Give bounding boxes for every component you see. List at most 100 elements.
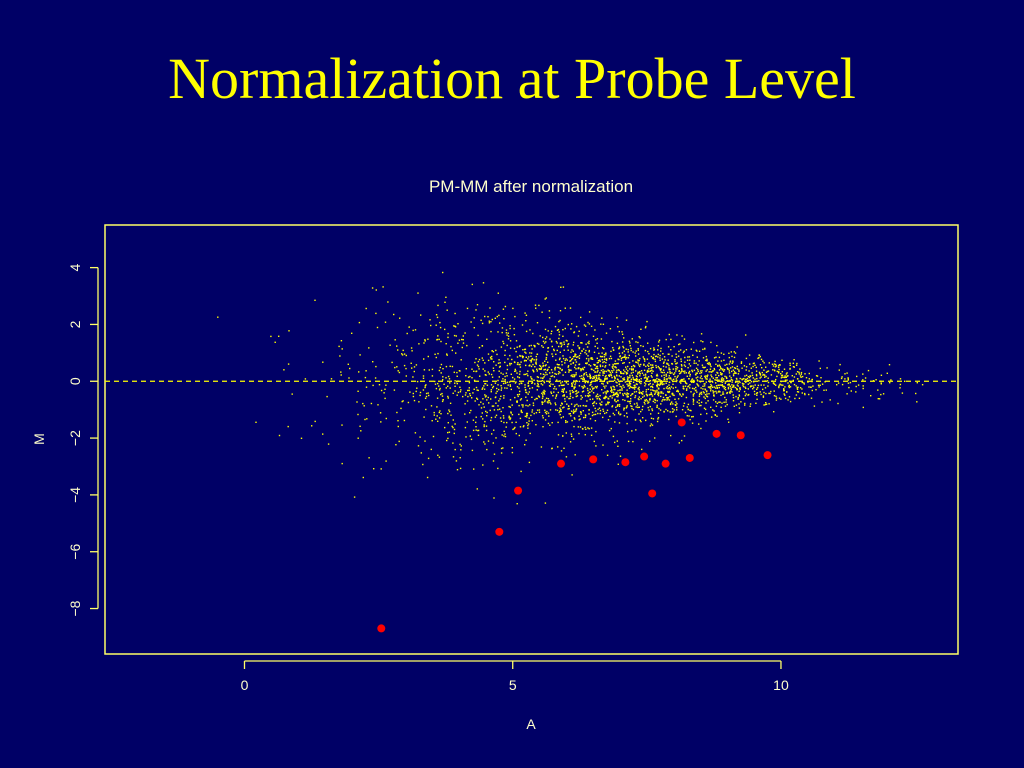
cloud-point [687,408,689,411]
cloud-point [584,351,586,354]
cloud-point [623,377,625,379]
cloud-point [689,384,691,386]
cloud-point [475,421,477,424]
cloud-point [510,412,512,414]
cloud-point [650,367,652,369]
cloud-point [558,337,560,340]
cloud-point [447,332,449,335]
cloud-point [665,408,667,411]
cloud-point [765,371,768,373]
cloud-point [710,386,712,388]
cloud-point [704,397,706,400]
cloud-point [663,387,665,390]
cloud-point [455,335,457,337]
cloud-point [882,393,885,395]
cloud-point [657,345,659,347]
cloud-point [804,393,806,396]
cloud-point [660,382,662,385]
cloud-point [633,365,636,368]
cloud-point [635,386,637,388]
cloud-point [567,366,569,368]
cloud-point [623,386,625,388]
cloud-point [398,440,400,443]
cloud-point [509,384,511,386]
cloud-point [578,415,580,417]
cloud-point [637,362,639,364]
cloud-point [627,440,630,443]
cloud-point [557,446,559,448]
cloud-point [648,401,650,403]
cloud-point [726,363,728,366]
cloud-point [541,384,544,386]
cloud-point [695,386,697,389]
cloud-point [579,352,582,355]
cloud-point [451,365,454,368]
cloud-point [785,376,787,378]
cloud-point [697,370,699,373]
cloud-point [438,417,441,419]
cloud-point [468,389,470,392]
cloud-point [539,335,541,337]
cloud-point [483,406,485,408]
cloud-point [634,418,637,421]
cloud-point [600,338,603,340]
y-tick-label: −6 [67,544,83,560]
cloud-point [574,418,576,420]
cloud-point [518,387,520,389]
cloud-point [669,370,671,373]
cloud-point [613,393,615,395]
cloud-point [844,378,846,380]
cloud-point [598,398,601,400]
cloud-point [765,366,767,368]
cloud-point [687,403,690,406]
cloud-point [676,368,678,370]
cloud-point [748,393,750,396]
cloud-point [668,390,671,393]
cloud-point [460,359,462,361]
cloud-point [405,375,407,377]
cloud-point [385,460,387,462]
cloud-point [519,370,521,373]
cloud-point [613,375,616,378]
cloud-point [495,437,497,439]
cloud-point [614,377,616,379]
cloud-point [434,380,436,383]
cloud-point [734,367,737,370]
cloud-point [785,373,788,375]
cloud-point [538,343,540,345]
cloud-point [440,372,442,374]
cloud-point [706,360,708,362]
cloud-point [559,310,562,312]
cloud-point [689,418,691,421]
cloud-point [484,443,486,445]
cloud-point [605,396,608,398]
cloud-point [535,362,537,364]
cloud-point [693,381,695,383]
cloud-point [658,383,660,386]
cloud-point [596,379,598,382]
cloud-point [693,341,695,344]
cloud-point [449,382,451,384]
cloud-point [635,378,637,381]
cloud-point [716,345,718,347]
cloud-point [656,377,658,380]
cloud-point [725,401,727,403]
cloud-point [667,363,669,365]
cloud-point [707,386,710,388]
cloud-point [605,370,608,373]
cloud-point [491,350,493,352]
cloud-point [580,398,582,400]
cloud-point [551,345,553,348]
slide-title: Normalization at Probe Level [168,46,856,111]
cloud-point [790,381,792,384]
cloud-point [654,390,657,392]
cloud-point [713,357,716,359]
cloud-point [762,395,765,397]
cloud-point [778,384,781,386]
cloud-point [698,399,700,401]
cloud-point [514,370,516,372]
cloud-point [596,357,598,359]
cloud-point [467,395,469,398]
cloud-point [663,356,666,358]
cloud-point [789,364,791,366]
